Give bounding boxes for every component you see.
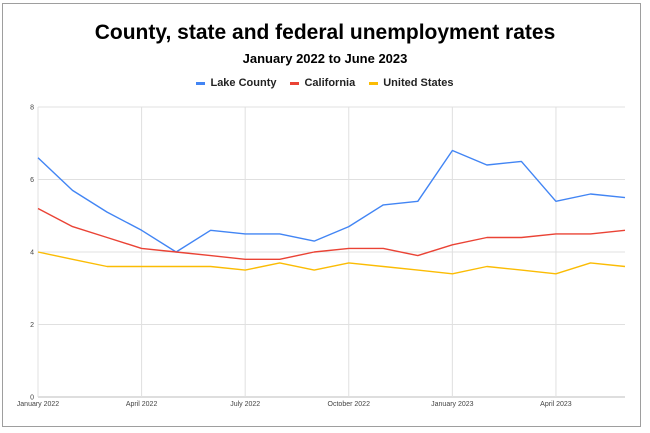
chart-frame: [2, 3, 641, 427]
series-line-united-states: [37, 251, 626, 275]
y-tick-label: 0: [30, 395, 34, 402]
x-tick-label: October 2022: [328, 401, 371, 408]
legend-item-lake-county[interactable]: Lake County: [196, 77, 276, 89]
legend-swatch-lake-county: [196, 81, 206, 85]
y-tick-label: 4: [30, 250, 34, 257]
legend-label: United States: [383, 77, 454, 89]
chart-subtitle: January 2022 to June 2023: [242, 51, 408, 66]
series-line-california: [37, 207, 626, 260]
chart-title: County, state and federal unemployment r…: [94, 21, 556, 44]
x-tick-label: January 2023: [431, 401, 474, 408]
legend-label: California: [304, 77, 356, 89]
legend-swatch-united-states: [369, 81, 379, 85]
legend-item-california[interactable]: California: [290, 77, 355, 89]
x-tick-label: July 2022: [230, 401, 260, 408]
x-tick-label: January 2022: [17, 401, 60, 408]
legend-swatch-california: [290, 81, 300, 85]
legend-label: Lake County: [210, 77, 277, 89]
x-tick-label: April 2022: [126, 401, 158, 408]
legend-item-united-states[interactable]: United States: [369, 77, 454, 89]
x-tick-label: April 2023: [540, 401, 572, 408]
legend: Lake County California United States: [0, 77, 650, 89]
y-tick-label: 6: [30, 177, 34, 184]
y-tick-label: 2: [30, 322, 34, 329]
y-tick-label: 8: [30, 105, 34, 112]
series-line-lake-county: [37, 149, 626, 253]
